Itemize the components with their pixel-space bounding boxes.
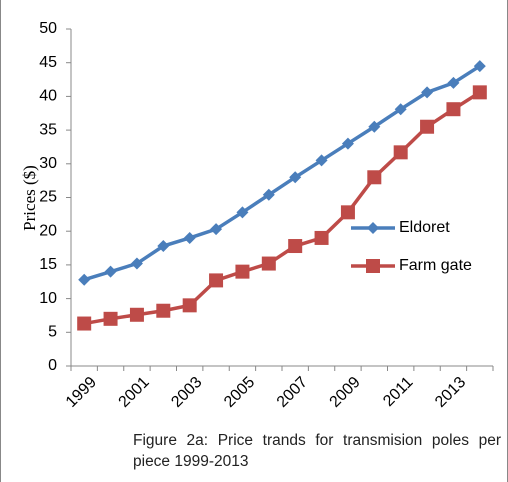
y-tick-label: 40 bbox=[39, 88, 57, 105]
data-point bbox=[368, 120, 381, 133]
x-tick-label: 2005 bbox=[221, 374, 258, 411]
x-tick-label: 2001 bbox=[116, 374, 153, 411]
x-tick-label: 2013 bbox=[432, 374, 469, 411]
data-point bbox=[261, 256, 276, 271]
data-point bbox=[367, 170, 382, 185]
x-tick-label: 2007 bbox=[274, 374, 311, 411]
y-tick-label: 5 bbox=[48, 324, 57, 341]
y-tick-label: 0 bbox=[48, 357, 57, 374]
series-line bbox=[83, 64, 481, 282]
y-tick-label: 20 bbox=[39, 222, 57, 239]
data-point bbox=[421, 86, 434, 99]
y-tick-label: 10 bbox=[39, 290, 57, 307]
data-point bbox=[209, 273, 224, 288]
data-point bbox=[315, 154, 328, 167]
y-axis-label: Prices ($) bbox=[20, 165, 39, 231]
data-point bbox=[156, 303, 171, 318]
data-point bbox=[210, 223, 223, 236]
data-point bbox=[314, 230, 329, 245]
data-point bbox=[394, 103, 407, 116]
data-point bbox=[129, 307, 144, 322]
y-tick-label: 45 bbox=[39, 54, 57, 71]
data-point bbox=[473, 60, 486, 73]
legend-label: Eldoret bbox=[399, 219, 450, 236]
legend-marker bbox=[367, 222, 379, 234]
x-tick-label: 2011 bbox=[380, 374, 416, 410]
data-point bbox=[103, 311, 118, 326]
data-point bbox=[340, 205, 355, 220]
data-point bbox=[288, 239, 303, 254]
y-tick-label: 30 bbox=[39, 155, 57, 172]
data-point bbox=[104, 265, 117, 278]
legend-marker bbox=[366, 259, 380, 273]
data-point bbox=[183, 231, 196, 244]
x-tick-label: 2003 bbox=[168, 374, 205, 411]
data-point bbox=[341, 137, 354, 150]
data-point bbox=[130, 257, 143, 270]
y-tick-label: 25 bbox=[39, 189, 57, 206]
data-point bbox=[472, 85, 487, 100]
data-point bbox=[182, 298, 197, 313]
data-point bbox=[447, 76, 460, 89]
x-tick-label: 1999 bbox=[63, 374, 100, 411]
x-tick-label: 2009 bbox=[327, 374, 364, 411]
data-point bbox=[236, 206, 249, 219]
series-line bbox=[83, 90, 481, 326]
data-point bbox=[78, 273, 91, 286]
y-tick-label: 50 bbox=[39, 20, 57, 37]
data-point bbox=[262, 188, 275, 201]
data-point bbox=[446, 102, 461, 117]
data-point bbox=[235, 264, 250, 279]
data-point bbox=[157, 240, 170, 253]
legend-label: Farm gate bbox=[399, 257, 472, 274]
data-point bbox=[393, 145, 408, 160]
y-tick-label: 15 bbox=[39, 256, 57, 273]
caption: Figure 2a: Price trands for transmision … bbox=[133, 432, 501, 470]
data-point bbox=[289, 171, 302, 184]
data-point bbox=[77, 316, 92, 331]
y-tick-label: 35 bbox=[39, 121, 57, 138]
data-point bbox=[420, 119, 435, 134]
